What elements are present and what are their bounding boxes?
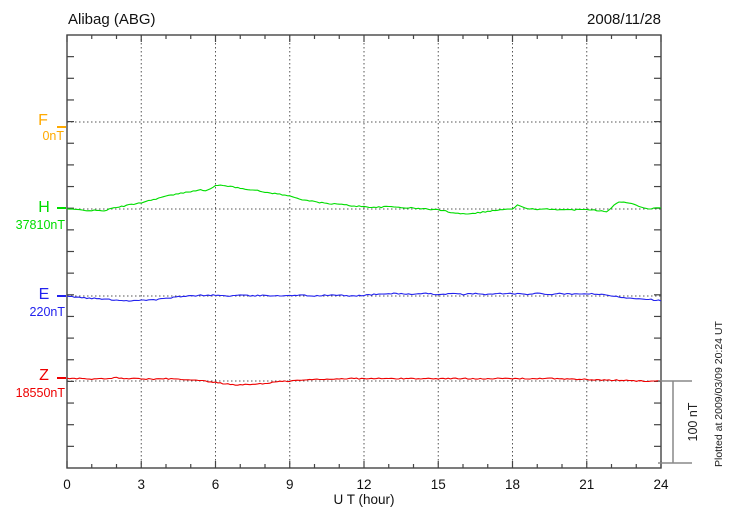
chart-layer: 0 3 6 9 12 15 18 21 24 bbox=[57, 34, 692, 492]
channel-label-e: E bbox=[39, 286, 50, 303]
x-tick-label-6: 6 bbox=[212, 477, 220, 492]
channel-baseline-e: 220nT bbox=[30, 305, 66, 319]
x-tick-label-0: 0 bbox=[63, 477, 71, 492]
x-tick-label-15: 15 bbox=[431, 477, 446, 492]
x-tick-label-21: 21 bbox=[579, 477, 594, 492]
x-axis-title: U T (hour) bbox=[333, 492, 394, 507]
plot-date: 2008/11/28 bbox=[587, 11, 661, 28]
station-title: Alibag (ABG) bbox=[68, 11, 156, 28]
x-tick-label-12: 12 bbox=[356, 477, 371, 492]
x-tick-label-18: 18 bbox=[505, 477, 520, 492]
trace-z bbox=[66, 376, 662, 386]
channel-baseline-f: 0nT bbox=[42, 129, 64, 143]
x-tick-label-3: 3 bbox=[137, 477, 145, 492]
plotted-at-note: Plotted at 2009/03/09 20:24 UT bbox=[713, 320, 725, 467]
channel-baseline-h: 37810nT bbox=[16, 218, 66, 232]
channel-label-f: F bbox=[38, 112, 48, 129]
channel-label-h: H bbox=[38, 199, 50, 216]
trace-e bbox=[66, 292, 662, 302]
x-tick-label-9: 9 bbox=[286, 477, 294, 492]
channel-label-z: Z bbox=[39, 367, 49, 384]
x-tick-label-24: 24 bbox=[653, 477, 669, 492]
trace-h bbox=[66, 184, 662, 215]
channel-baseline-z: 18550nT bbox=[16, 386, 66, 400]
scale-bar-label: 100 nT bbox=[686, 402, 700, 441]
